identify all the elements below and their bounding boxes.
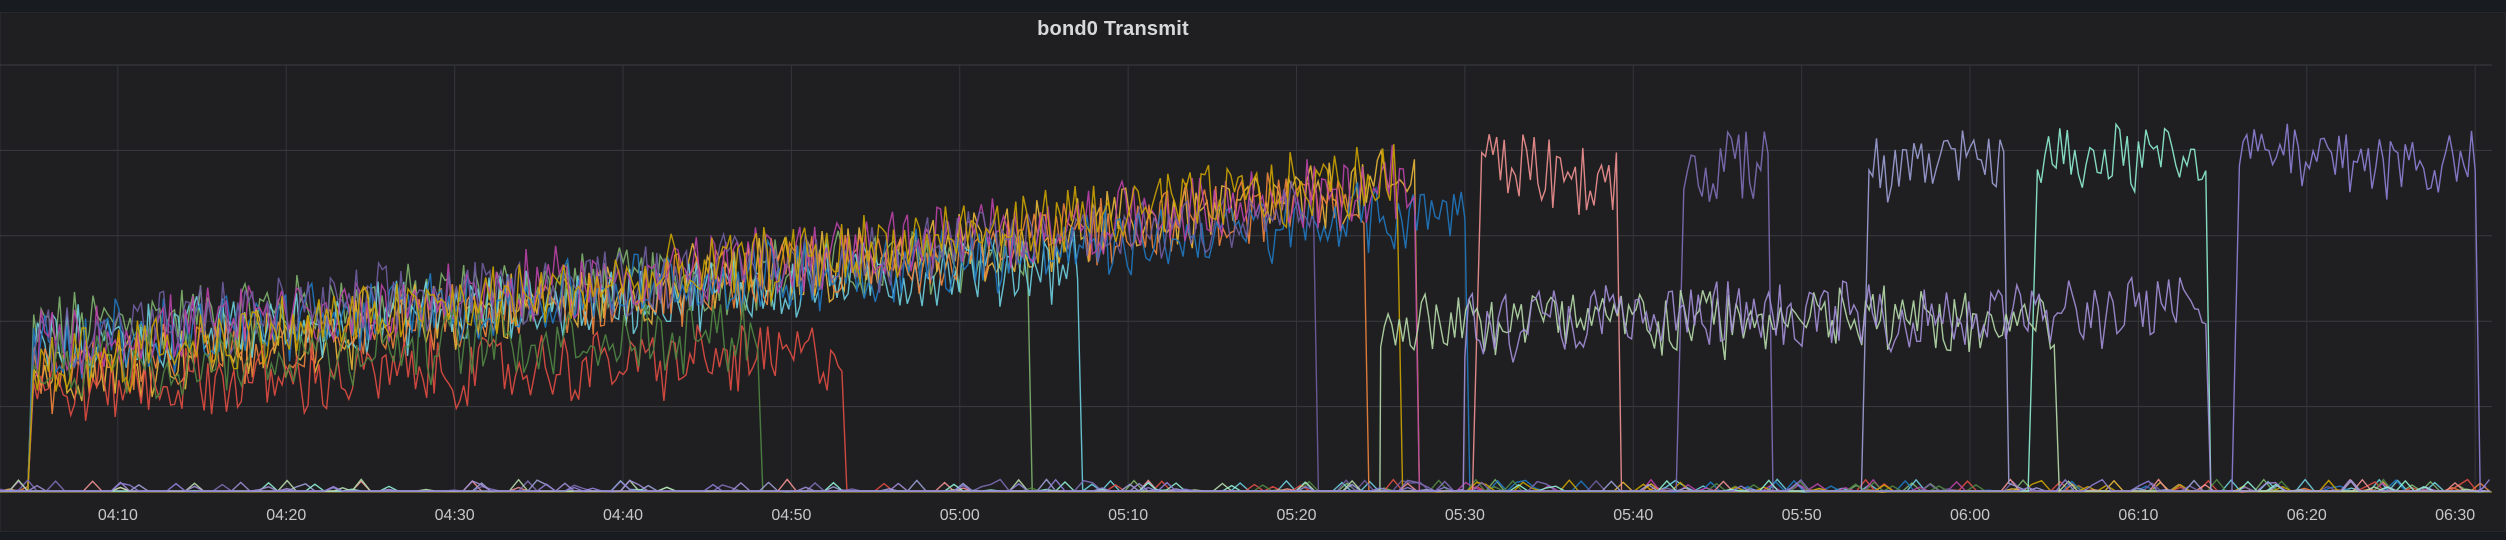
x-tick-label: 04:20 (266, 507, 306, 524)
x-tick-label: 04:50 (771, 507, 811, 524)
x-tick-label: 05:30 (1445, 507, 1485, 524)
series-line-8[interactable] (0, 303, 2486, 493)
x-tick-label: 06:20 (2287, 507, 2327, 524)
x-tick-label: 04:40 (603, 507, 643, 524)
series-line-4[interactable] (0, 324, 2487, 493)
series-line-7[interactable] (0, 181, 2486, 493)
x-axis: 04:10 04:20 04:30 04:40 04:50 05:00 05:10 05:20… (98, 507, 2475, 524)
x-tick-label: 05:40 (1613, 507, 1653, 524)
panel-title[interactable]: bond0 Transmit (1037, 18, 1189, 40)
series-line-16[interactable] (0, 123, 2491, 494)
x-tick-label: 04:10 (98, 507, 138, 524)
x-tick-label: 05:00 (940, 507, 980, 524)
x-tick-label: 05:50 (1782, 507, 1822, 524)
x-tick-label: 06:00 (1950, 507, 1990, 524)
x-tick-label: 06:30 (2435, 507, 2475, 524)
graph-panel (0, 12, 2506, 532)
x-tick-label: 05:20 (1276, 507, 1316, 524)
series-line-2[interactable] (0, 230, 2491, 493)
series-line-14[interactable] (0, 285, 2486, 493)
x-tick-label: 05:10 (1108, 507, 1148, 524)
chart-series (0, 122, 2491, 494)
chart-grid (0, 64, 2492, 493)
series-line-9[interactable] (0, 144, 2487, 493)
x-tick-label: 06:10 (2118, 507, 2158, 524)
series-line-5[interactable] (0, 182, 2489, 493)
x-tick-label: 04:30 (435, 507, 475, 524)
